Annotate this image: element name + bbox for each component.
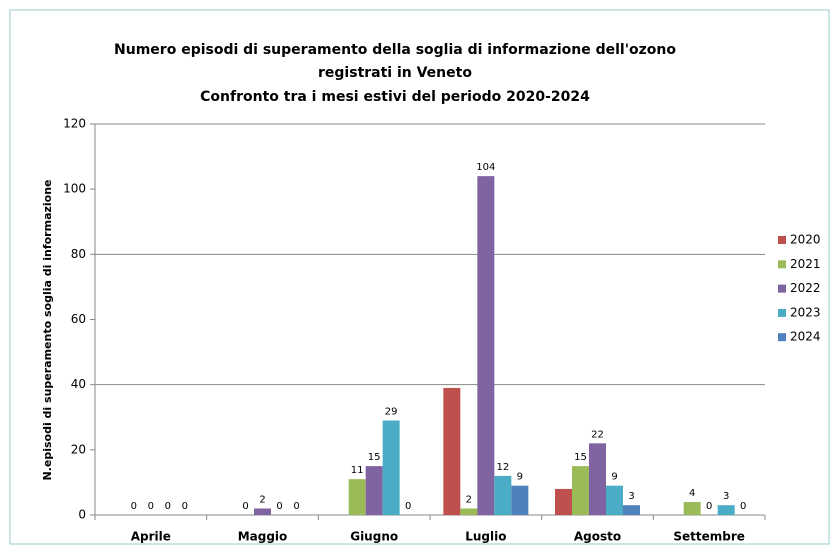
data-label: 0	[293, 501, 299, 512]
legend-label: 2021	[790, 257, 821, 271]
legend-label: 2020	[790, 233, 821, 247]
data-label: 0	[242, 501, 248, 512]
data-label: 0	[165, 501, 171, 512]
data-label: 9	[611, 472, 617, 483]
x-tick-label: Giugno	[350, 530, 398, 544]
x-tick-label: Luglio	[465, 530, 506, 544]
bar	[365, 466, 383, 515]
legend-swatch	[778, 284, 786, 293]
data-label: 22	[591, 429, 604, 440]
data-label: 2	[259, 494, 265, 505]
bar	[382, 420, 400, 515]
legend-swatch	[778, 333, 786, 342]
legend-label: 2023	[790, 305, 821, 319]
y-tick-label: 120	[63, 117, 86, 131]
legend-swatch	[778, 260, 786, 269]
y-tick-label: 80	[71, 247, 86, 261]
bar	[555, 488, 572, 515]
data-label: 0	[706, 501, 712, 512]
legend-label: 2022	[790, 281, 821, 295]
chart-border	[9, 9, 830, 545]
bar	[511, 485, 529, 515]
data-label: 2	[466, 494, 472, 505]
data-label: 15	[574, 452, 587, 463]
data-label: 0	[131, 501, 137, 512]
data-label: 12	[496, 462, 509, 473]
bar	[606, 485, 623, 515]
y-tick-label: 20	[71, 442, 86, 456]
legend-swatch	[778, 308, 786, 317]
x-tick-label: Agosto	[574, 530, 621, 544]
data-label: 0	[182, 501, 188, 512]
bar	[477, 176, 495, 515]
chart-title: Numero episodi di superamento della sogl…	[114, 42, 676, 58]
bar	[460, 508, 478, 515]
y-tick-label: 60	[71, 312, 86, 326]
x-tick-label: Aprile	[131, 530, 171, 544]
data-label: 11	[351, 465, 364, 476]
y-tick-label: 0	[78, 508, 86, 522]
data-label: 104	[476, 162, 495, 173]
data-label: 3	[723, 491, 729, 502]
bar	[443, 387, 461, 515]
legend-swatch	[778, 236, 786, 244]
bar	[717, 505, 735, 515]
bar	[254, 508, 271, 515]
bar	[589, 443, 606, 515]
legend-label: 2024	[790, 330, 821, 344]
chart-title: registrati in Veneto	[318, 65, 472, 81]
x-tick-label: Maggio	[238, 530, 288, 544]
bar	[348, 479, 366, 515]
data-label: 0	[276, 501, 282, 512]
data-label: 29	[385, 407, 398, 418]
y-tick-label: 100	[63, 182, 86, 196]
data-label: 4	[689, 488, 695, 499]
x-tick-label: Settembre	[673, 530, 745, 544]
data-label: 0	[148, 501, 154, 512]
data-label: 9	[517, 472, 523, 483]
title-group: Numero episodi di superamento della sogl…	[114, 42, 676, 105]
y-tick-label: 40	[71, 377, 86, 391]
bar	[494, 475, 512, 515]
bar	[623, 505, 640, 515]
bar	[683, 501, 701, 515]
data-label: 3	[628, 491, 634, 502]
y-axis-label: N.episodi di superamento soglia di infor…	[41, 179, 54, 480]
data-label: 0	[740, 501, 746, 512]
data-label: 15	[368, 452, 381, 463]
data-label: 0	[405, 501, 411, 512]
bar	[572, 466, 589, 515]
chart-title: Confronto tra i mesi estivi del periodo …	[200, 89, 590, 105]
